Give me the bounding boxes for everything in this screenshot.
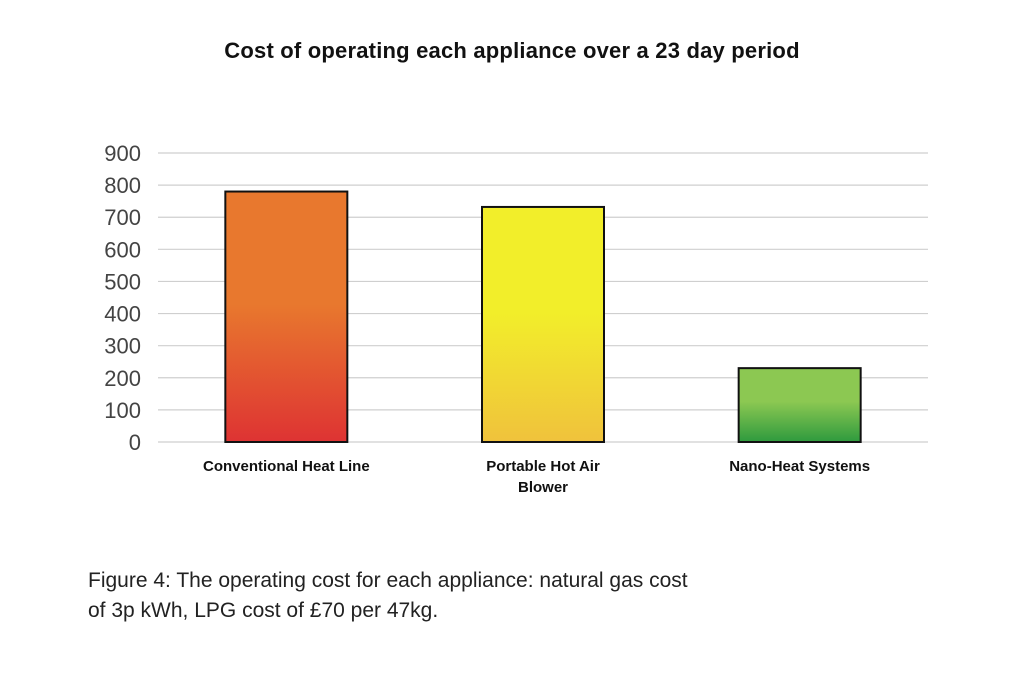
caption-line-1: Figure 4: The operating cost for each ap… (88, 569, 688, 592)
caption-line-2: of 3p kWh, LPG cost of £70 per 47kg. (88, 599, 439, 622)
bar (481, 205, 605, 443)
y-axis-ticks: 0 100 200 300 400 500 600 700 800 900 (104, 141, 141, 455)
figure-caption: Figure 4: The operating cost for each ap… (88, 566, 948, 626)
bar (224, 190, 349, 443)
chart-title: Cost of operating each appliance over a … (224, 38, 800, 63)
y-tick-label: 200 (104, 366, 141, 391)
bars (224, 190, 862, 443)
y-tick-label: 0 (129, 430, 141, 455)
bar (737, 367, 862, 443)
y-tick-label: 800 (104, 173, 141, 198)
y-tick-label: 700 (104, 205, 141, 230)
x-axis-labels: Conventional Heat Line Portable Hot Air Bl… (203, 458, 870, 496)
y-tick-label: 600 (104, 237, 141, 262)
x-category-label: Portable Hot Air (486, 458, 600, 475)
y-tick-label: 100 (104, 398, 141, 423)
x-category-label: Conventional Heat Line (203, 458, 370, 475)
y-tick-label: 300 (104, 334, 141, 359)
y-tick-label: 400 (104, 302, 141, 327)
y-tick-label: 500 (104, 269, 141, 294)
x-category-label: Blower (518, 479, 568, 496)
y-tick-label: 900 (104, 141, 141, 166)
x-category-label: Nano-Heat Systems (729, 458, 870, 475)
